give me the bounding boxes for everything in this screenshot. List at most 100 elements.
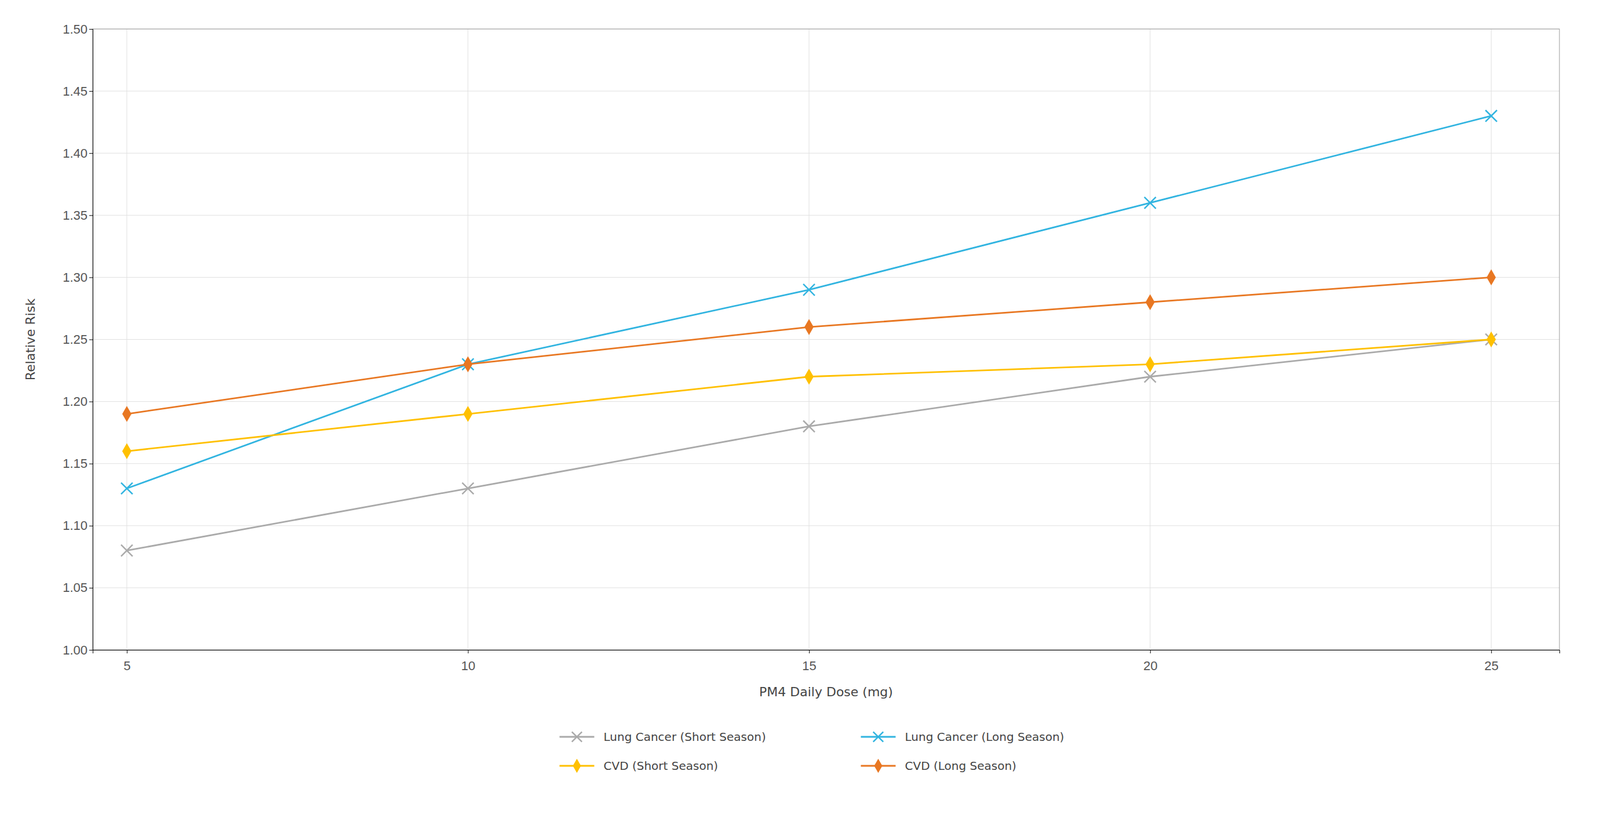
tick-label: 1.05	[62, 580, 88, 595]
legend-marker	[873, 758, 882, 773]
grid-line-x	[808, 28, 810, 650]
x-axis-label: PM4 Daily Dose (mg)	[759, 684, 894, 699]
series-line	[126, 339, 1492, 551]
tick: 1.15	[62, 456, 93, 471]
tick: 1.45	[62, 84, 93, 99]
tick-mark	[89, 214, 93, 216]
tick: 1.20	[62, 394, 93, 409]
legend-label: Lung Cancer (Long Season)	[905, 729, 1065, 744]
tick: 1.05	[62, 580, 93, 595]
tick-label: 1.45	[62, 84, 88, 99]
tick-mark	[808, 649, 810, 654]
point	[1144, 197, 1157, 209]
tick: 1.35	[62, 208, 93, 223]
legend-label: CVD (Long Season)	[905, 758, 1017, 773]
axis-line	[93, 650, 1561, 654]
point	[1145, 356, 1155, 373]
legend-item: CVD (Short Season)	[559, 758, 719, 773]
tick: 5	[123, 649, 131, 673]
tick-mark	[89, 28, 93, 30]
tick: 1.00	[62, 642, 93, 658]
tick-label: 1.25	[62, 332, 88, 347]
grid-line-x	[467, 28, 469, 650]
grid-line-y	[92, 90, 1560, 92]
point	[1486, 269, 1496, 286]
grid-line-x	[126, 28, 127, 650]
tick: 25	[1484, 649, 1499, 673]
data-layer	[121, 110, 1497, 557]
tick-mark	[89, 152, 93, 154]
tick-mark	[89, 90, 93, 92]
tick: 1.30	[62, 270, 93, 285]
tick-mark	[1491, 649, 1492, 654]
point	[803, 283, 815, 296]
tick-mark	[89, 525, 93, 527]
legend-item: Lung Cancer (Short Season)	[559, 729, 767, 744]
tick: 1.25	[62, 332, 93, 347]
chart: 5 10 15 20 25 1.00 1.05 1.10 1.15 1.20 1.25 1.30 1.3…	[0, 0, 1600, 818]
legend-marker	[571, 731, 582, 742]
point	[463, 405, 473, 422]
tick-label: 1.50	[62, 22, 88, 37]
plot-frame	[92, 28, 1560, 650]
x-axis: 5 10 15 20 25	[93, 649, 1561, 673]
point	[1144, 370, 1157, 383]
grid-line-y	[92, 463, 1560, 464]
axis-line	[89, 29, 94, 651]
legend-item: Lung Cancer (Long Season)	[861, 729, 1065, 744]
legend: Lung Cancer (Short Season) Lung Cancer (L…	[559, 729, 1065, 773]
grid-line-y	[92, 214, 1560, 216]
legend-marker	[873, 731, 884, 742]
grid-line-y	[92, 277, 1560, 278]
tick: 15	[802, 649, 816, 673]
tick-label: 1.20	[62, 394, 88, 409]
grid-line-x	[1149, 28, 1151, 650]
legend-item: CVD (Long Season)	[861, 758, 1017, 773]
point	[1485, 110, 1497, 122]
tick-mark	[89, 339, 93, 341]
plot: 5 10 15 20 25 1.00 1.05 1.10 1.15 1.20 1.25 1.30 1.3…	[62, 22, 1560, 674]
tick-label: 1.35	[62, 208, 88, 223]
point	[122, 442, 132, 459]
point	[804, 368, 814, 385]
series-line	[126, 277, 1492, 414]
y-axis: 1.00 1.05 1.10 1.15 1.20 1.25 1.30 1.35 1.40 1.45…	[62, 22, 93, 658]
tick-mark	[126, 649, 128, 654]
point	[1486, 331, 1496, 348]
point	[1145, 293, 1155, 311]
tick-label: 1.30	[62, 270, 88, 285]
series-line	[126, 115, 1492, 489]
legend-label: Lung Cancer (Short Season)	[603, 729, 767, 744]
tick-label: 25	[1484, 658, 1499, 673]
tick-label: 1.10	[62, 518, 88, 533]
grid-line-y	[92, 401, 1560, 402]
point	[121, 544, 133, 557]
tick-label: 1.40	[62, 146, 88, 161]
tick-mark	[467, 649, 469, 654]
tick: 10	[461, 649, 476, 673]
tick-label: 15	[802, 658, 816, 673]
legend-label: CVD (Short Season)	[603, 758, 719, 773]
tick-label: 1.00	[62, 642, 88, 658]
point	[121, 482, 133, 495]
tick-label: 5	[123, 658, 131, 673]
tick-mark	[89, 277, 93, 278]
tick: 1.10	[62, 518, 93, 533]
series-line	[126, 339, 1492, 452]
grid	[92, 28, 1560, 650]
y-axis-label: Relative Risk	[23, 298, 38, 381]
tick-mark	[89, 649, 93, 651]
tick-mark	[89, 587, 93, 589]
point	[463, 356, 473, 373]
grid-line-y	[92, 339, 1560, 340]
tick-mark	[89, 463, 93, 465]
point	[122, 405, 132, 422]
grid-line-y	[92, 152, 1560, 154]
legend-marker	[572, 758, 581, 773]
tick-label: 1.15	[62, 456, 88, 471]
grid-line-y	[92, 525, 1560, 526]
tick: 1.40	[62, 146, 93, 161]
grid-line-y	[92, 587, 1560, 588]
tick-label: 20	[1143, 658, 1158, 673]
tick-mark	[89, 401, 93, 403]
